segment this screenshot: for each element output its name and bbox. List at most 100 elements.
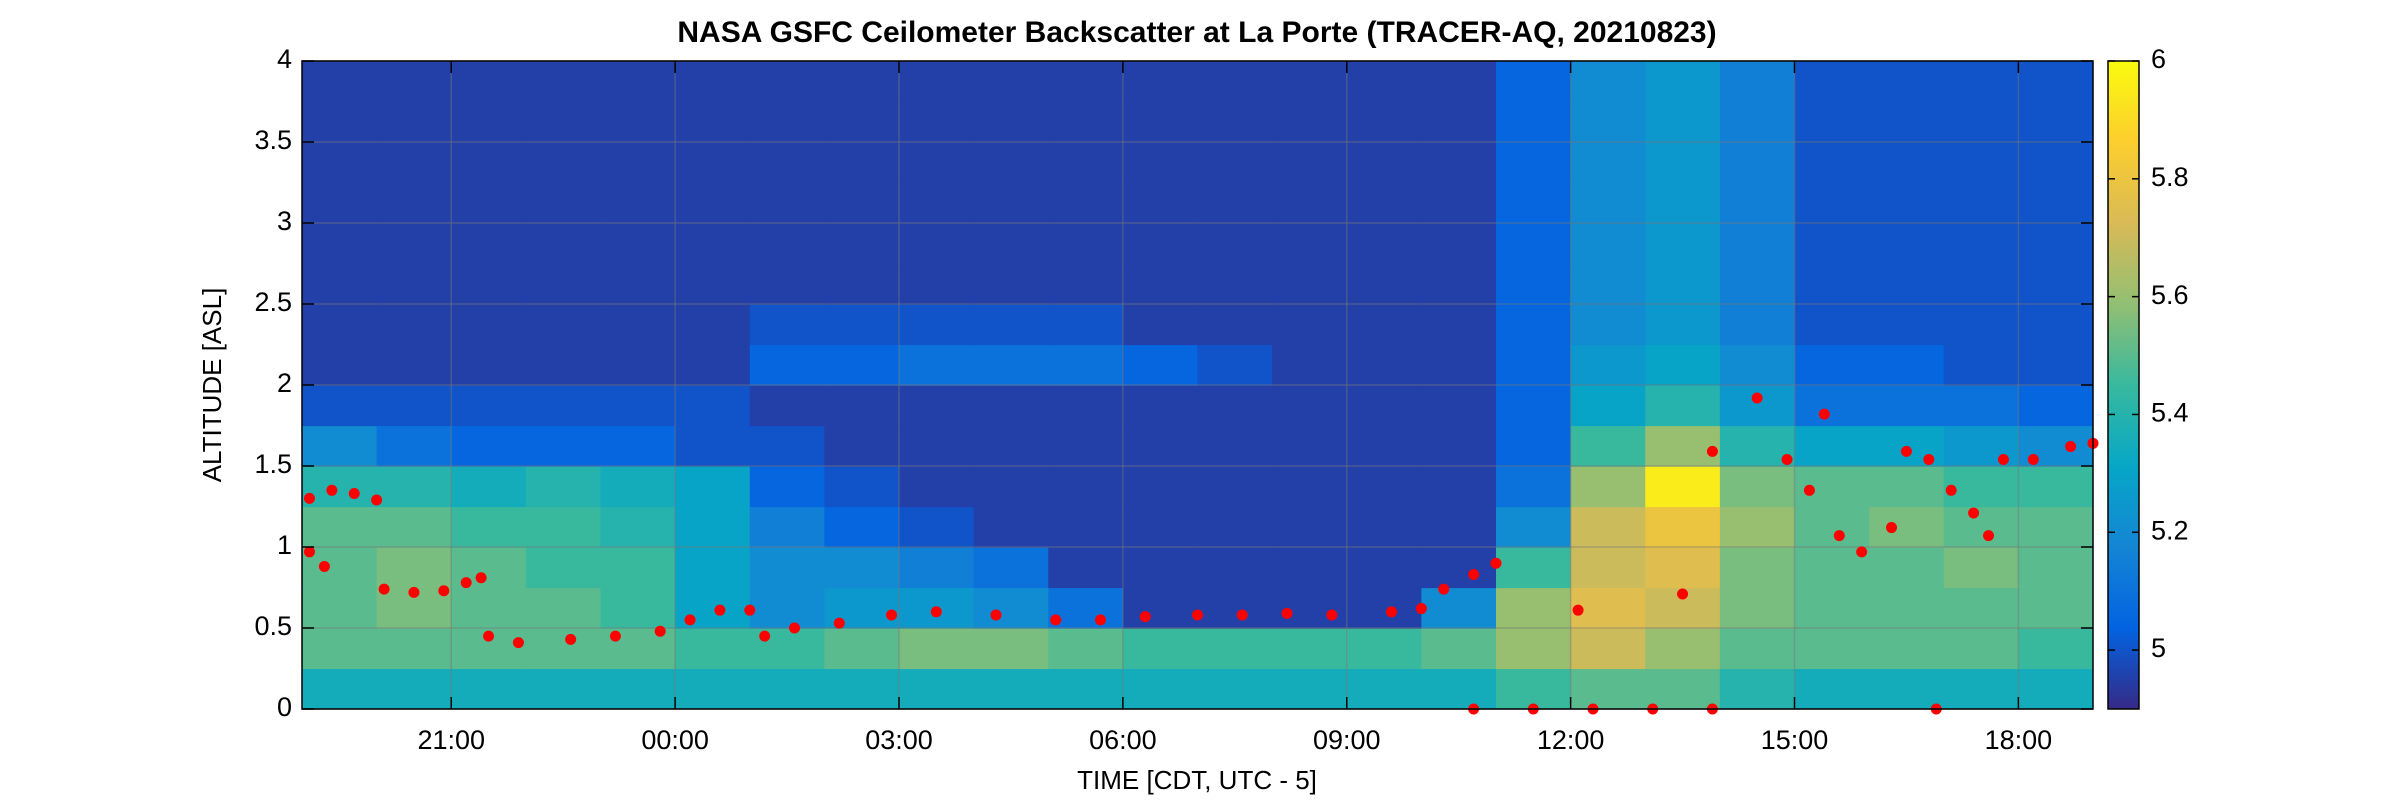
y-tick-label: 1: [277, 530, 292, 560]
heatmap-cell: [600, 547, 676, 589]
heatmap-cell: [1570, 101, 1646, 143]
heatmap-cell: [1496, 344, 1572, 386]
heatmap-cell: [1943, 61, 2019, 103]
heatmap-cell: [1122, 385, 1199, 427]
heatmap-cell: [749, 506, 825, 548]
pbl-point: [1438, 583, 1450, 595]
pbl-point: [1094, 614, 1106, 626]
heatmap-cell: [749, 385, 825, 427]
heatmap-cell: [451, 466, 527, 508]
heatmap-cell: [2018, 182, 2093, 224]
heatmap-cell: [1346, 668, 1422, 709]
heatmap-cell: [376, 61, 452, 103]
heatmap-cell: [1272, 61, 1348, 103]
heatmap-cell: [749, 61, 825, 103]
pbl-point: [1856, 546, 1868, 558]
pbl-point: [483, 630, 495, 642]
heatmap-cell: [824, 466, 900, 508]
heatmap-cell: [1197, 466, 1273, 508]
heatmap-cell: [899, 628, 975, 670]
heatmap-cell: [451, 344, 527, 386]
heatmap-cell: [1048, 385, 1124, 427]
heatmap-cell: [973, 101, 1049, 143]
heatmap-cell: [1048, 344, 1124, 386]
y-tick-label: 0.5: [254, 611, 292, 641]
heatmap-cell: [376, 628, 452, 670]
heatmap-cell: [1645, 466, 1721, 508]
heatmap-cell: [1048, 182, 1124, 224]
heatmap-cell: [2018, 223, 2093, 265]
pbl-point: [1490, 557, 1502, 569]
heatmap-cell: [1719, 304, 1796, 346]
heatmap-cell: [1197, 506, 1273, 548]
heatmap-cell: [1794, 506, 1870, 548]
heatmap-cell: [1496, 263, 1572, 305]
heatmap-cell: [1869, 142, 1945, 184]
heatmap-cell: [1645, 142, 1721, 184]
heatmap-cell: [1197, 61, 1273, 103]
heatmap-cell: [600, 425, 676, 467]
heatmap-cell: [600, 101, 676, 143]
heatmap-cell: [1421, 223, 1497, 265]
heatmap-cell: [1346, 587, 1422, 629]
heatmap-cell: [2018, 263, 2093, 305]
heatmap-cell: [376, 344, 452, 386]
heatmap-cell: [1869, 61, 1945, 103]
heatmap-cell: [1197, 304, 1273, 346]
heatmap-cell: [451, 587, 527, 629]
heatmap-cell: [1943, 628, 2019, 670]
heatmap-cell: [1272, 223, 1348, 265]
pbl-point: [1386, 606, 1398, 618]
heatmap-cell: [675, 61, 751, 103]
heatmap-cell: [1570, 344, 1646, 386]
x-tick-label: 03:00: [865, 725, 933, 755]
heatmap-cell: [1272, 587, 1348, 629]
pbl-point: [438, 585, 450, 597]
heatmap-cell: [1794, 628, 1870, 670]
heatmap-cell: [1346, 263, 1422, 305]
heatmap-cell: [973, 142, 1049, 184]
heatmap-cell: [1869, 587, 1945, 629]
heatmap-cell: [2018, 344, 2093, 386]
heatmap-cell: [600, 182, 676, 224]
heatmap-cell: [1869, 547, 1945, 589]
x-tick-label: 00:00: [641, 725, 709, 755]
heatmap-cell: [1048, 547, 1124, 589]
heatmap-cell: [1570, 304, 1646, 346]
heatmap-cell: [1122, 182, 1199, 224]
heatmap-cell: [600, 142, 676, 184]
x-tick-label: 21:00: [417, 725, 485, 755]
heatmap-cell: [1869, 223, 1945, 265]
heatmap-cell: [1645, 61, 1721, 103]
heatmap-cell: [1645, 304, 1721, 346]
pbl-point: [1945, 484, 1957, 496]
heatmap-cell: [1122, 628, 1199, 670]
heatmap-cell: [1197, 223, 1273, 265]
heatmap-cell: [1794, 425, 1870, 467]
heatmap-cell: [1943, 385, 2019, 427]
heatmap-cell: [525, 385, 602, 427]
heatmap-cell: [749, 547, 825, 589]
heatmap-cell: [302, 101, 378, 143]
heatmap-cell: [525, 223, 602, 265]
heatmap-cell: [1272, 425, 1348, 467]
heatmap-cell: [973, 223, 1049, 265]
heatmap-cell: [451, 506, 527, 548]
heatmap-cell: [1421, 466, 1497, 508]
heatmap-cell: [899, 101, 975, 143]
pbl-point: [833, 617, 845, 629]
heatmap-cell: [1346, 101, 1422, 143]
heatmap-cell: [973, 182, 1049, 224]
pbl-point: [744, 604, 756, 616]
heatmap-cell: [1570, 223, 1646, 265]
pbl-point: [2065, 441, 2077, 453]
heatmap-cell: [1794, 263, 1870, 305]
heatmap-cell: [824, 506, 900, 548]
heatmap-cell: [1645, 223, 1721, 265]
heatmap-cell: [302, 182, 378, 224]
heatmap-cell: [451, 385, 527, 427]
y-tick-label: 2.5: [254, 287, 292, 317]
heatmap-cell: [1496, 547, 1572, 589]
heatmap-cell: [1943, 587, 2019, 629]
heatmap-cell: [1570, 142, 1646, 184]
